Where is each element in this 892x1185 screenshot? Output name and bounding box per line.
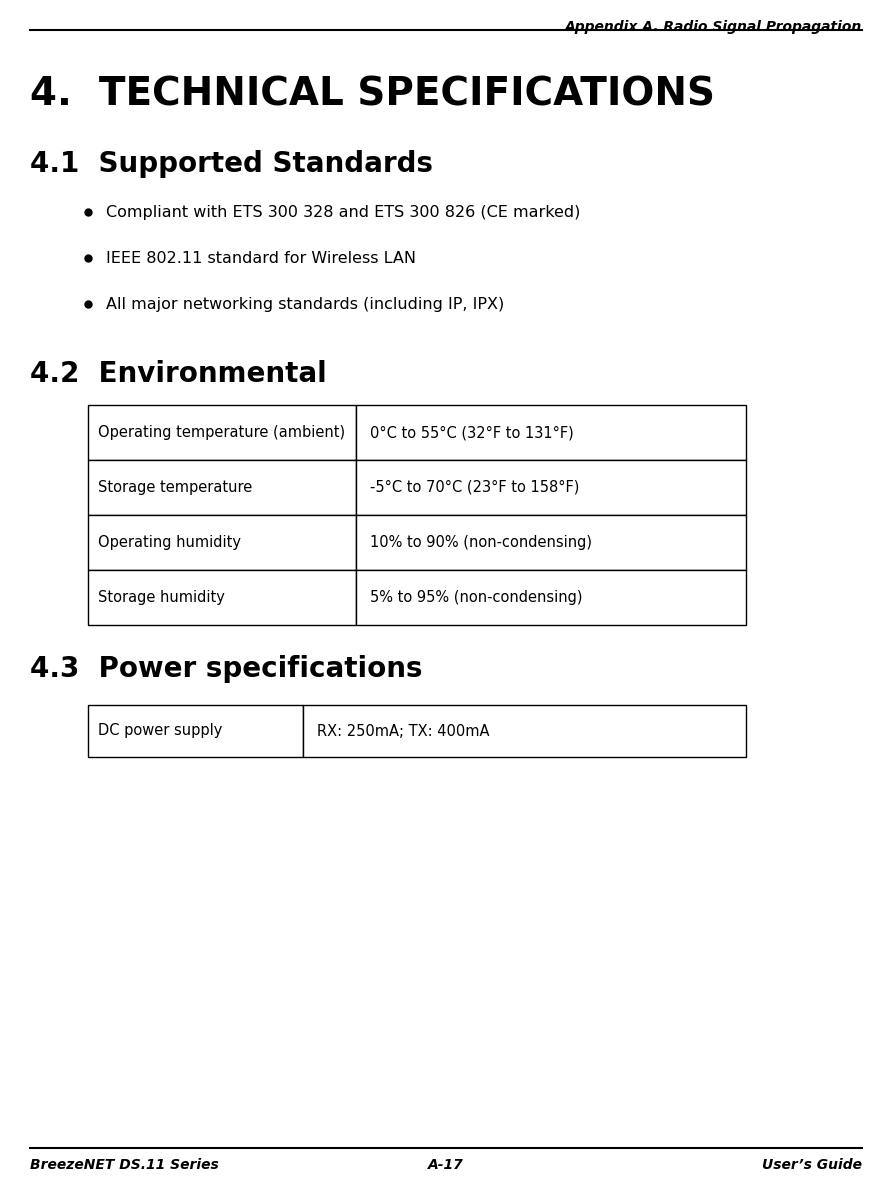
Bar bbox=[88, 705, 303, 757]
Text: -5°C to 70°C (23°F to 158°F): -5°C to 70°C (23°F to 158°F) bbox=[370, 480, 580, 495]
Text: User’s Guide: User’s Guide bbox=[762, 1158, 862, 1172]
Text: BreezeNET DS.11 Series: BreezeNET DS.11 Series bbox=[30, 1158, 219, 1172]
Text: 0°C to 55°C (32°F to 131°F): 0°C to 55°C (32°F to 131°F) bbox=[370, 425, 574, 440]
Text: Operating temperature (ambient): Operating temperature (ambient) bbox=[98, 425, 345, 440]
Text: 4.2  Environmental: 4.2 Environmental bbox=[30, 360, 326, 387]
Text: DC power supply: DC power supply bbox=[98, 724, 222, 738]
Text: IEEE 802.11 standard for Wireless LAN: IEEE 802.11 standard for Wireless LAN bbox=[106, 251, 416, 265]
Bar bbox=[88, 405, 356, 460]
Text: 4.1  Supported Standards: 4.1 Supported Standards bbox=[30, 150, 433, 178]
Text: Storage temperature: Storage temperature bbox=[98, 480, 252, 495]
Text: Storage humidity: Storage humidity bbox=[98, 590, 225, 606]
Text: 10% to 90% (non-condensing): 10% to 90% (non-condensing) bbox=[370, 534, 592, 550]
Bar bbox=[88, 460, 356, 515]
Bar bbox=[356, 570, 746, 624]
Text: Compliant with ETS 300 328 and ETS 300 826 (CE marked): Compliant with ETS 300 328 and ETS 300 8… bbox=[106, 205, 581, 220]
Text: RX: 250mA; TX: 400mA: RX: 250mA; TX: 400mA bbox=[317, 724, 490, 738]
Bar bbox=[88, 570, 356, 624]
Text: Operating humidity: Operating humidity bbox=[98, 534, 241, 550]
Text: 5% to 95% (non-condensing): 5% to 95% (non-condensing) bbox=[370, 590, 582, 606]
Bar bbox=[356, 460, 746, 515]
Text: A-17: A-17 bbox=[428, 1158, 464, 1172]
Bar bbox=[303, 705, 746, 757]
Bar bbox=[356, 405, 746, 460]
Bar bbox=[356, 515, 746, 570]
Bar bbox=[88, 515, 356, 570]
Text: Appendix A. Radio Signal Propagation: Appendix A. Radio Signal Propagation bbox=[565, 20, 862, 34]
Text: 4.  TECHNICAL SPECIFICATIONS: 4. TECHNICAL SPECIFICATIONS bbox=[30, 75, 715, 113]
Text: 4.3  Power specifications: 4.3 Power specifications bbox=[30, 655, 423, 683]
Text: All major networking standards (including IP, IPX): All major networking standards (includin… bbox=[106, 297, 504, 312]
